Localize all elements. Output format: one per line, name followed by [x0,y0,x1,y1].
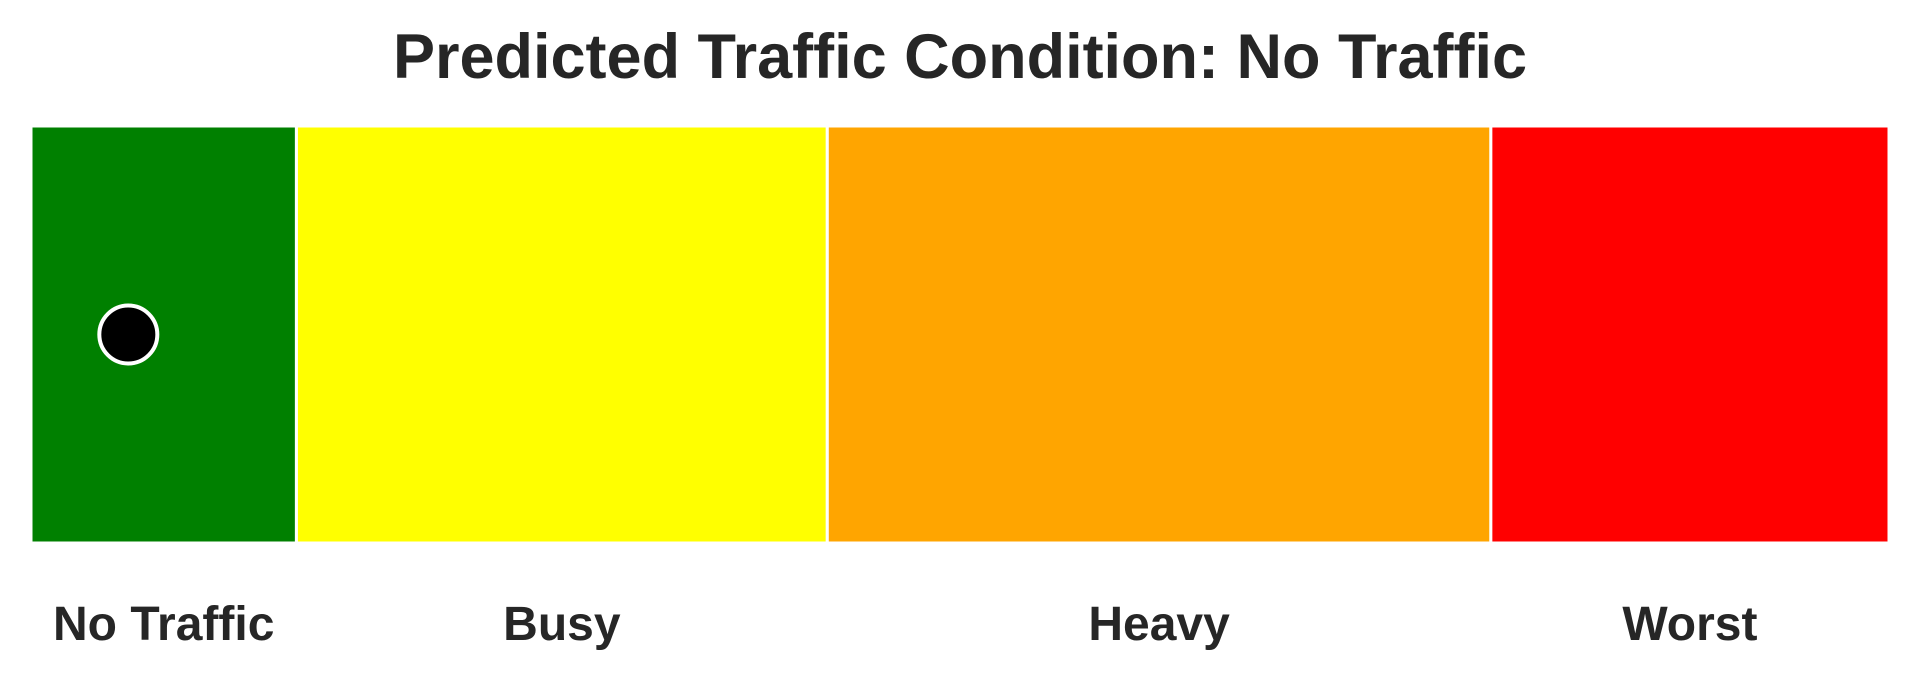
segment-no-traffic [29,124,298,545]
category-labels: No Traffic Busy Heavy Worst [53,598,1757,651]
segment-worst [1489,124,1891,545]
category-label-busy: Busy [503,598,621,651]
chart-title: Predicted Traffic Condition: No Traffic [393,22,1527,92]
segment-heavy [825,124,1493,545]
segments-layer [29,124,1891,545]
category-label-heavy: Heavy [1088,598,1230,651]
marker-layer [97,303,160,366]
prediction-marker [97,303,160,366]
segment-busy [294,124,829,545]
category-label-worst: Worst [1622,598,1757,651]
category-label-no-traffic: No Traffic [53,598,274,651]
